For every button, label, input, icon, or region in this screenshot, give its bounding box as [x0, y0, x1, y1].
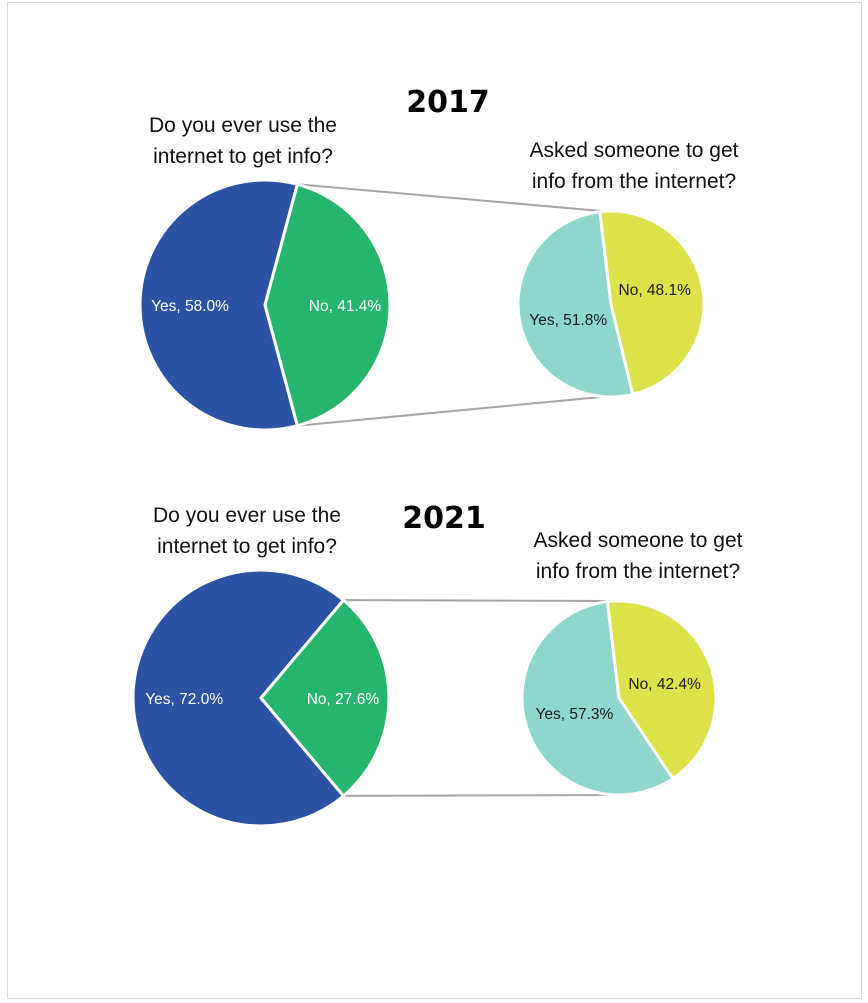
- main-pie-slice-yes-2021: [131, 568, 345, 828]
- connector-line-bottom-2021: [343, 794, 610, 797]
- sub-question-2017-line1: Asked someone to get: [530, 139, 739, 162]
- main-question-2017-line2: internet to get info?: [153, 145, 333, 168]
- sub-label-yes-2017: Yes, 51.8%: [529, 312, 607, 329]
- main-label-no-2021: No, 27.6%: [307, 691, 380, 708]
- sub-pie-slice-no-2017: [598, 209, 706, 396]
- sub-label-yes-2021: Yes, 57.3%: [535, 706, 613, 723]
- main-pie-slice-no-2017: [263, 182, 392, 428]
- connector-line-bottom-2017: [297, 396, 602, 427]
- sub-pie-slice-no-2021: [605, 599, 718, 781]
- panel-2017: 2017 Do you ever use the internet to get…: [138, 85, 739, 432]
- pies-2017: Yes, 58.0% No, 41.4% Yes, 51.8% No, 48.1%: [138, 178, 706, 432]
- connector-line-top-2021: [343, 599, 610, 602]
- sub-label-no-2017: No, 48.1%: [619, 282, 692, 299]
- main-pie-slice-no-2021: [259, 598, 391, 798]
- sub-question-2021-line2: info from the internet?: [536, 560, 740, 583]
- main-label-yes-2021: Yes, 72.0%: [145, 691, 223, 708]
- chart-frame: [7, 2, 862, 999]
- main-label-no-2017: No, 41.4%: [309, 298, 382, 315]
- sub-pie-slice-yes-2021: [520, 600, 675, 797]
- connector-line-top-2017: [297, 183, 602, 212]
- main-question-2021-line2: internet to get info?: [157, 535, 337, 558]
- year-title-2017: 2017: [406, 85, 490, 120]
- main-question-2021-line1: Do you ever use the: [153, 504, 341, 527]
- year-title-2021: 2021: [402, 501, 486, 536]
- main-pie-slice-yes-2017: [138, 178, 299, 432]
- sub-label-no-2021: No, 42.4%: [628, 676, 701, 693]
- sub-question-2017-line2: info from the internet?: [532, 170, 736, 193]
- pies-2021: Yes, 72.0% No, 27.6% Yes, 57.3% No, 42.4%: [131, 568, 718, 828]
- panel-2021: 2021 Do you ever use the internet to get…: [131, 501, 743, 828]
- main-question-2017-line1: Do you ever use the: [149, 114, 337, 137]
- sub-question-2021-line1: Asked someone to get: [534, 529, 743, 552]
- main-label-yes-2017: Yes, 58.0%: [151, 298, 229, 315]
